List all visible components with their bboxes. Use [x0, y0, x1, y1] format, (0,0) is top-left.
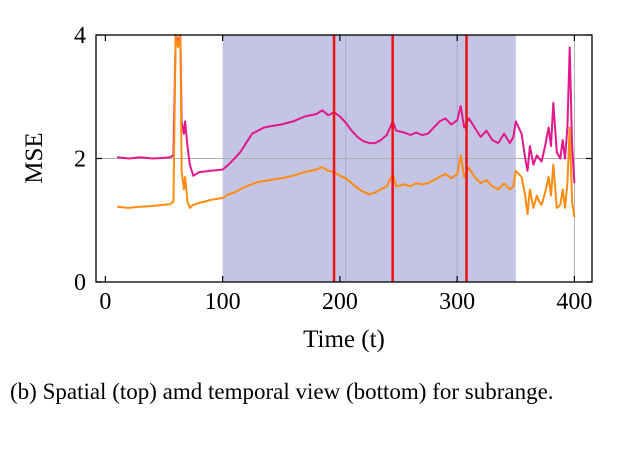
x-axis-label: Time (t)	[303, 326, 385, 353]
series-line-1	[116, 34, 576, 218]
y-tick-label: 4	[74, 23, 86, 49]
x-tick-label: 400	[556, 289, 592, 315]
x-tick-label: 100	[205, 289, 241, 315]
figure-caption: (b) Spatial (top) amd temporal view (bot…	[10, 379, 554, 404]
y-tick-label: 0	[74, 270, 86, 296]
x-tick-label: 300	[439, 289, 475, 315]
y-tick-label: 2	[74, 147, 86, 173]
x-tick-label: 200	[322, 289, 358, 315]
y-axis-label: MSE	[21, 132, 48, 183]
x-tick-label: 0	[99, 289, 111, 315]
line-chart: 0 100 200 300 400 0 2 4 Time (t) MSE	[21, 23, 593, 353]
